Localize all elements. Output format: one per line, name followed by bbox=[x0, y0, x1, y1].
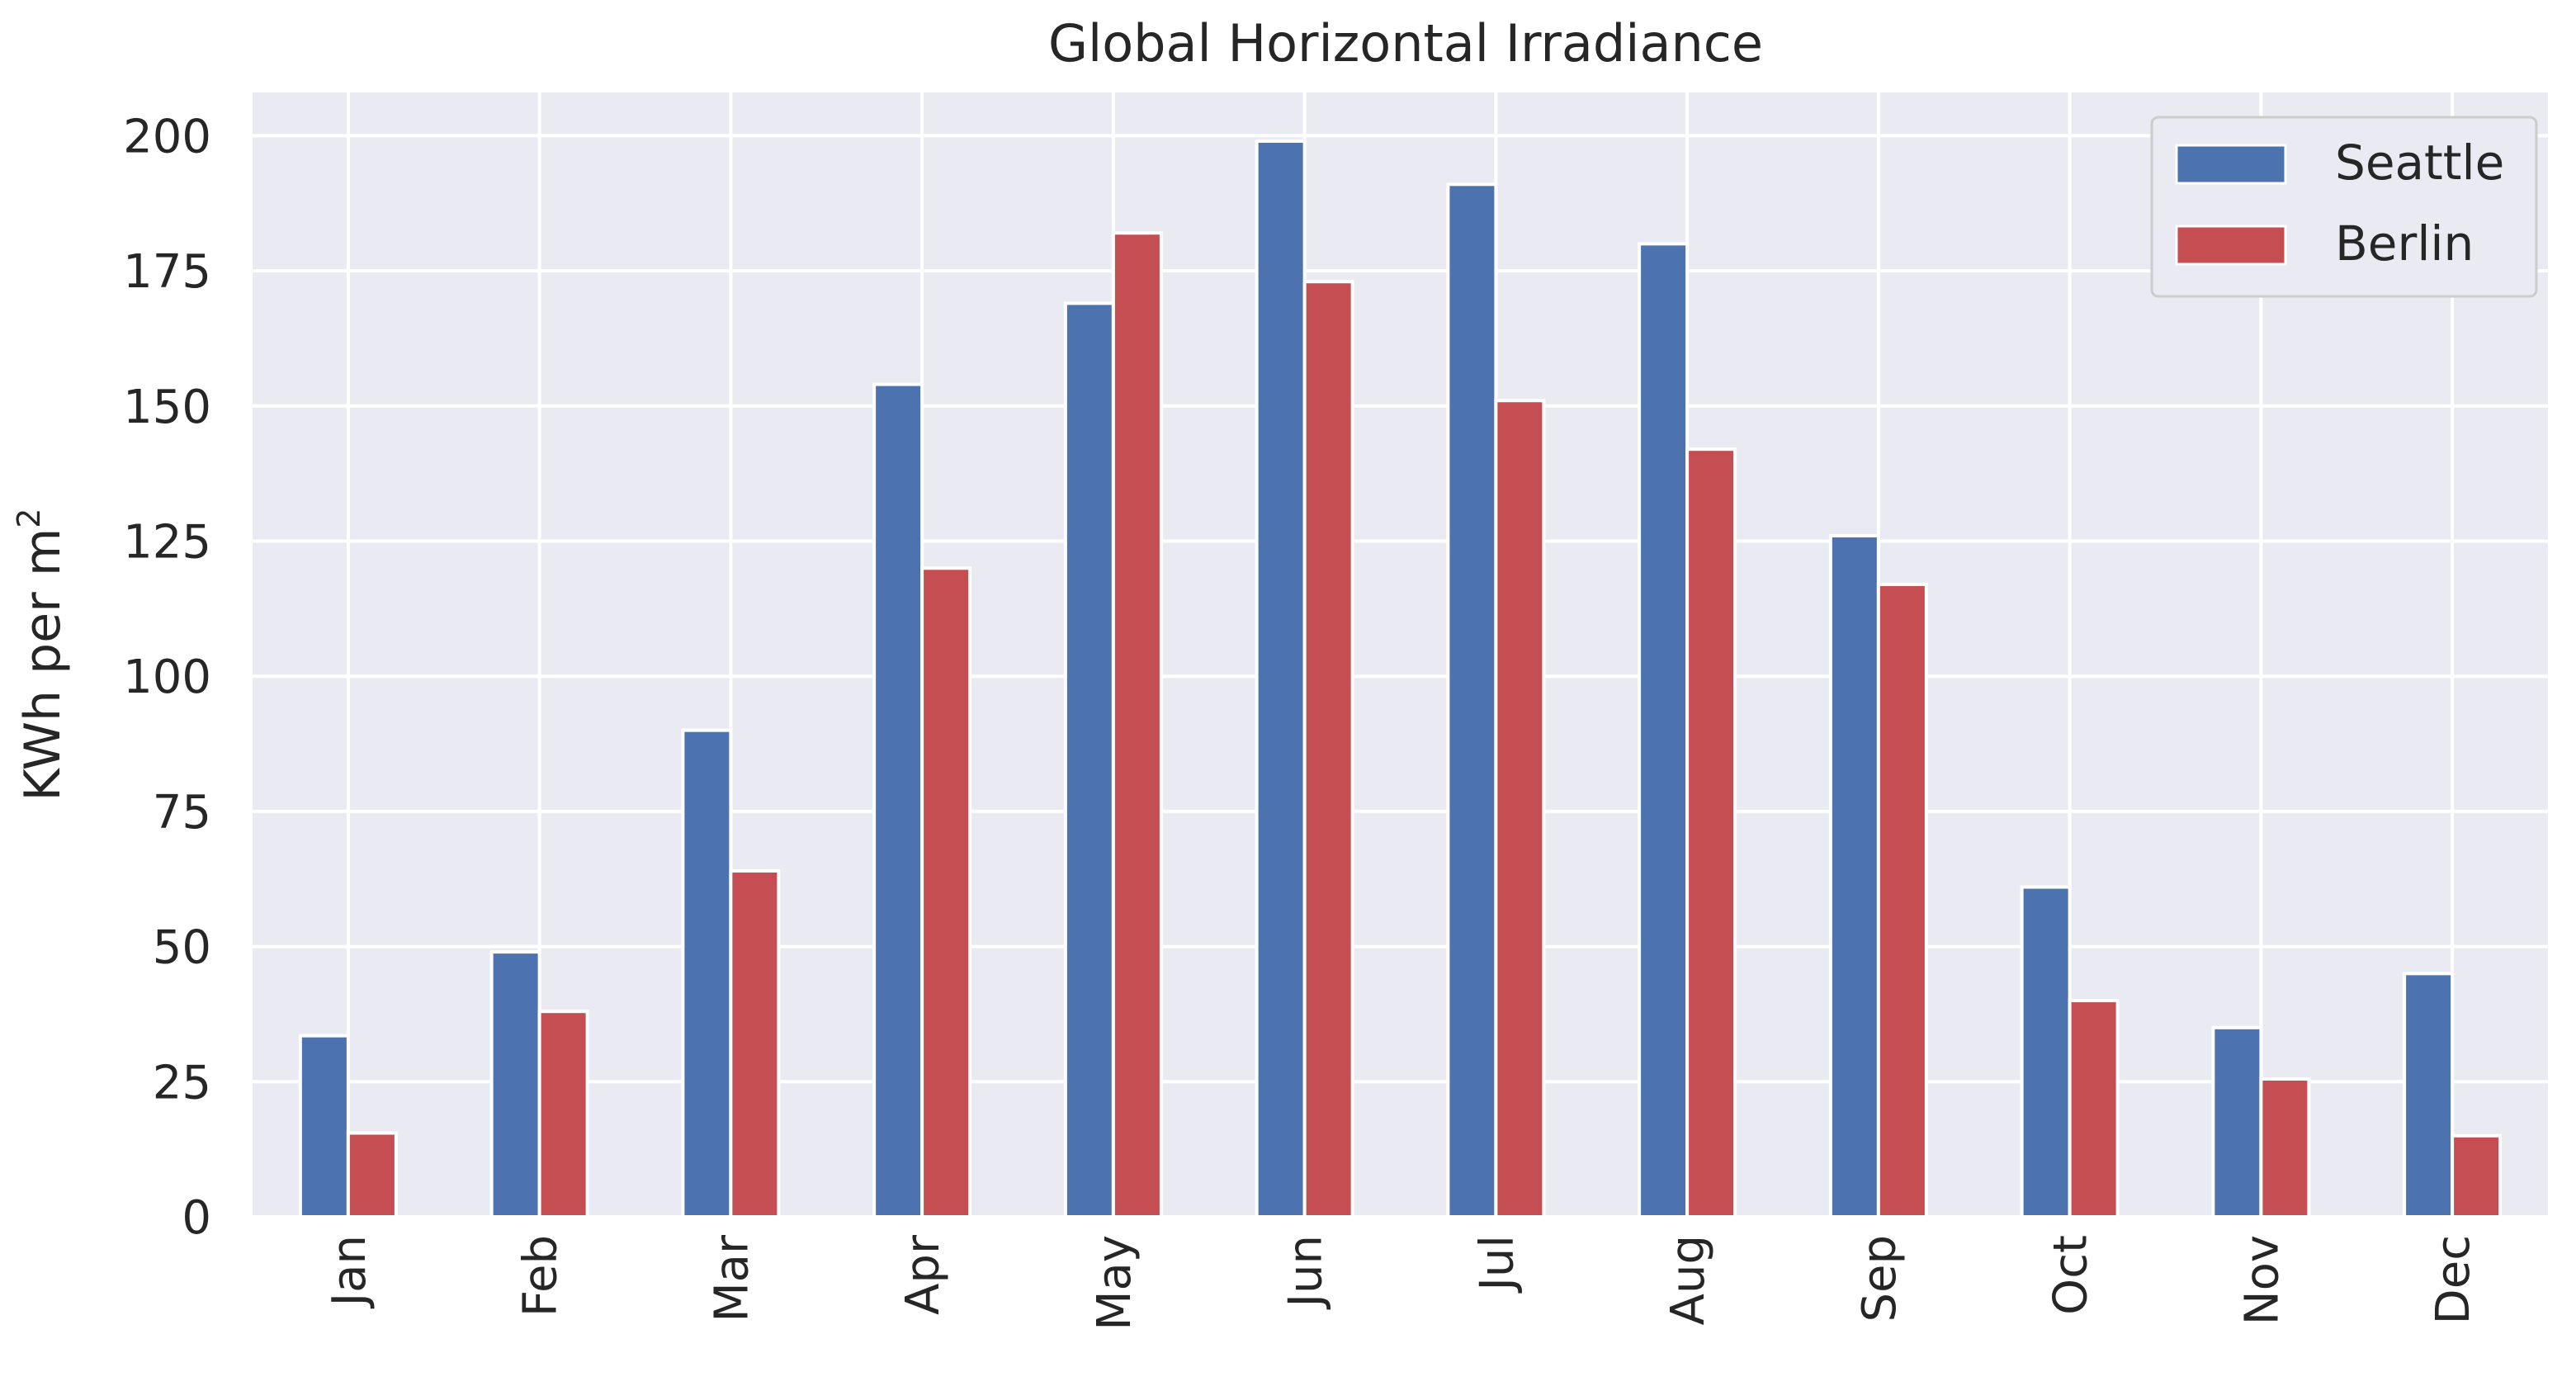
legend: Seattle Berlin bbox=[2150, 116, 2538, 298]
bar-seattle-aug bbox=[1638, 242, 1690, 1218]
bar-seattle-may bbox=[1063, 301, 1115, 1218]
bar-seattle-sep bbox=[1828, 533, 1880, 1218]
x-tick-label: Dec bbox=[2427, 1235, 2480, 1324]
x-tick-label: Jul bbox=[1470, 1235, 1524, 1294]
bars bbox=[298, 139, 2503, 1219]
y-tick-label: 100 bbox=[123, 651, 211, 704]
legend-label-seattle: Seattle bbox=[2335, 135, 2504, 191]
bar-berlin-jul bbox=[1494, 399, 1546, 1219]
y-tick-label: 175 bbox=[123, 245, 211, 299]
legend-swatch-seattle bbox=[2175, 144, 2287, 185]
bar-seattle-jun bbox=[1255, 139, 1307, 1218]
x-tick-label: Mar bbox=[705, 1234, 759, 1322]
y-tick-label: 0 bbox=[182, 1191, 211, 1245]
x-tick-label: Nov bbox=[2235, 1235, 2289, 1325]
bar-berlin-aug bbox=[1685, 447, 1737, 1218]
chart-title: Global Horizontal Irradiance bbox=[1048, 13, 1763, 73]
bar-berlin-oct bbox=[2068, 999, 2120, 1218]
bar-seattle-jan bbox=[298, 1034, 350, 1218]
bar-berlin-feb bbox=[537, 1010, 589, 1219]
bar-berlin-jun bbox=[1302, 280, 1354, 1218]
y-tick-label: 125 bbox=[123, 515, 211, 569]
x-tick-label: May bbox=[1088, 1235, 1141, 1331]
legend-swatch-berlin bbox=[2175, 225, 2287, 266]
y-axis-label-text: KWh per m bbox=[14, 528, 72, 802]
x-tick-label: Sep bbox=[1853, 1235, 1907, 1322]
x-tick-label: Apr bbox=[896, 1234, 950, 1315]
x-tick-labels: Jan Feb Mar Apr May Jun Jul Aug Sep Oct Nov Dec bbox=[323, 1234, 2480, 1331]
y-tick-label: 25 bbox=[153, 1056, 211, 1109]
legend-label-berlin: Berlin bbox=[2335, 215, 2474, 272]
y-tick-label: 200 bbox=[123, 110, 211, 163]
y-tick-label: 50 bbox=[153, 921, 211, 975]
bar-seattle-mar bbox=[681, 728, 733, 1218]
bar-berlin-apr bbox=[920, 566, 972, 1218]
bar-berlin-mar bbox=[729, 868, 781, 1219]
x-tick-label: Aug bbox=[1661, 1235, 1715, 1325]
x-tick-label: Oct bbox=[2044, 1235, 2098, 1315]
y-tick-label: 75 bbox=[153, 786, 211, 840]
bar-seattle-oct bbox=[2020, 885, 2072, 1218]
x-tick-label: Jun bbox=[1279, 1235, 1333, 1310]
x-tick-label: Feb bbox=[514, 1235, 568, 1317]
bar-seattle-nov bbox=[2211, 1025, 2263, 1218]
bar-seattle-feb bbox=[489, 950, 541, 1219]
bar-seattle-jul bbox=[1446, 182, 1498, 1219]
x-tick-label: Jan bbox=[323, 1235, 376, 1308]
y-tick-labels: 0 25 50 75 100 125 150 175 200 bbox=[123, 110, 211, 1245]
bar-berlin-sep bbox=[1876, 582, 1928, 1218]
bar-berlin-dec bbox=[2451, 1133, 2503, 1218]
y-axis-label: KWh per m2 bbox=[11, 508, 72, 801]
y-axis-label-superscript: 2 bbox=[11, 508, 47, 528]
bar-berlin-nov bbox=[2259, 1077, 2311, 1219]
bar-berlin-may bbox=[1111, 231, 1163, 1218]
y-tick-label: 150 bbox=[123, 381, 211, 434]
bar-seattle-apr bbox=[872, 382, 924, 1219]
bar-seattle-dec bbox=[2403, 972, 2455, 1218]
bar-berlin-jan bbox=[346, 1131, 398, 1218]
